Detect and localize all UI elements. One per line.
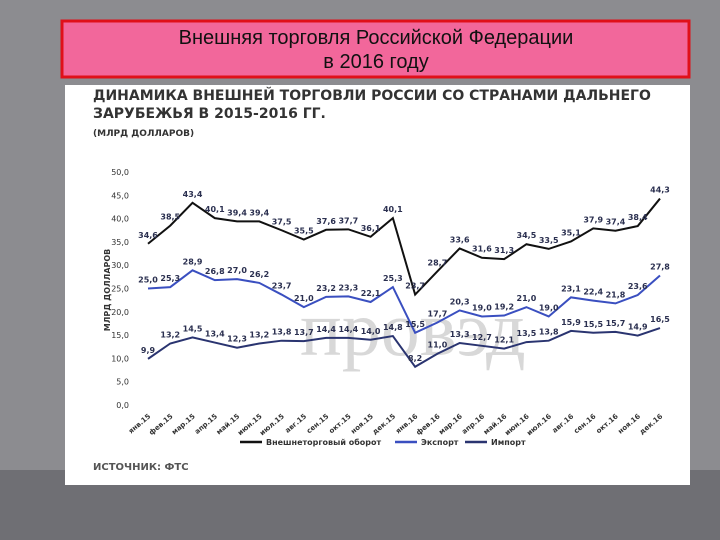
chart-panel: [65, 85, 690, 485]
y-tick-label: 0,0: [116, 401, 129, 410]
y-tick-label: 45,0: [111, 191, 129, 200]
data-label: 15,5: [405, 320, 425, 329]
data-label: 23,6: [628, 282, 648, 291]
data-label: 23,1: [561, 284, 581, 293]
data-label: 21,0: [517, 294, 537, 303]
chart-title: ЗАРУБЕЖЬЯ В 2015-2016 ГГ.: [93, 106, 326, 122]
data-label: 14,4: [338, 325, 358, 334]
y-tick-label: 25,0: [111, 285, 129, 294]
data-label: 13,8: [539, 328, 559, 337]
data-label: 13,4: [205, 330, 225, 339]
data-label: 25,3: [160, 274, 180, 283]
series-line: [147, 269, 661, 335]
data-label: 44,3: [650, 186, 670, 195]
header-box: [60, 19, 691, 79]
data-label: 13,7: [294, 328, 314, 337]
data-label: 12,7: [472, 333, 492, 342]
data-label: 36,1: [361, 224, 381, 233]
data-label: 13,2: [160, 330, 180, 339]
data-label: 21,8: [606, 290, 626, 299]
data-label: 25,3: [383, 274, 403, 283]
data-label: 28,9: [183, 257, 203, 266]
data-label: 35,5: [294, 227, 314, 236]
data-label: 9,9: [141, 346, 156, 355]
data-label: 39,4: [227, 208, 247, 217]
data-label: 34,6: [138, 231, 158, 240]
y-tick-label: 50,0: [111, 168, 129, 177]
series-line: [147, 327, 661, 369]
data-label: 17,7: [428, 310, 448, 319]
data-label: 38,5: [160, 213, 180, 222]
data-label: 26,8: [205, 267, 225, 276]
legend-label: Внешнеторговый оборот: [266, 437, 382, 447]
data-label: 33,5: [539, 236, 559, 245]
data-label: 14,9: [628, 323, 648, 332]
data-label: 15,5: [583, 320, 603, 329]
data-label: 38,4: [628, 213, 648, 222]
y-tick-label: 15,0: [111, 331, 129, 340]
data-label: 33,6: [450, 235, 470, 244]
data-label: 25,0: [138, 276, 158, 285]
y-tick-label: 35,0: [111, 238, 129, 247]
chart-title: ДИНАМИКА ВНЕШНЕЙ ТОРГОВЛИ РОССИИ СО СТРА…: [93, 87, 651, 104]
data-label: 23,3: [338, 283, 358, 292]
data-label: 21,0: [294, 294, 314, 303]
data-label: 14,5: [183, 324, 203, 333]
data-label: 23,2: [316, 284, 336, 293]
data-label: 37,6: [316, 217, 336, 226]
legend-label: Импорт: [491, 438, 526, 447]
data-label: 22,1: [361, 289, 381, 298]
data-label: 15,7: [606, 319, 626, 328]
data-label: 28,7: [428, 258, 448, 267]
data-label: 26,2: [249, 270, 269, 279]
data-label: 19,0: [539, 303, 559, 312]
data-label: 13,8: [272, 328, 292, 337]
data-label: 11,0: [428, 341, 448, 350]
data-label: 23,7: [405, 282, 425, 291]
data-label: 34,5: [517, 231, 537, 240]
data-label: 40,1: [205, 205, 225, 214]
data-label: 19,2: [494, 303, 514, 312]
series-line: [147, 197, 661, 297]
data-label: 27,0: [227, 266, 247, 275]
source: ИСТОЧНИК: ФТС: [93, 462, 189, 473]
data-label: 13,3: [450, 330, 470, 339]
y-tick-label: 20,0: [111, 308, 129, 317]
y-axis-label: МЛРД ДОЛЛАРОВ: [103, 249, 112, 332]
data-label: 14,4: [316, 325, 336, 334]
data-label: 27,8: [650, 262, 670, 271]
data-label: 40,1: [383, 205, 403, 214]
legend-label: Экспорт: [421, 438, 459, 447]
data-label: 37,4: [606, 218, 626, 227]
data-label: 37,5: [272, 217, 292, 226]
data-label: 37,7: [338, 216, 358, 225]
y-tick-label: 30,0: [111, 261, 129, 270]
data-label: 19,0: [472, 303, 492, 312]
data-label: 37,9: [583, 215, 603, 224]
data-label: 14,0: [361, 327, 381, 336]
data-label: 31,6: [472, 245, 492, 254]
data-label: 13,5: [517, 329, 537, 338]
data-label: 22,4: [583, 288, 603, 297]
data-label: 43,4: [183, 190, 203, 199]
y-tick-label: 40,0: [111, 215, 129, 224]
data-label: 23,7: [272, 282, 292, 291]
data-label: 31,3: [494, 246, 514, 255]
data-label: 15,9: [561, 318, 581, 327]
data-label: 14,8: [383, 323, 403, 332]
data-label: 35,1: [561, 228, 581, 237]
header-title: в 2016 году: [323, 51, 428, 73]
data-label: 16,5: [650, 315, 670, 324]
data-label: 20,3: [450, 297, 470, 306]
data-label: 39,4: [249, 208, 269, 217]
y-tick-label: 5,0: [116, 378, 129, 387]
y-tick-label: 10,0: [111, 354, 129, 363]
data-label: 8,2: [408, 354, 422, 363]
data-label: 12,3: [227, 335, 247, 344]
data-label: 13,2: [249, 330, 269, 339]
header-title: Внешняя торговля Российской Федерации: [179, 27, 574, 49]
chart-subtitle: (МЛРД ДОЛЛАРОВ): [93, 129, 194, 139]
data-label: 12,1: [494, 336, 514, 345]
